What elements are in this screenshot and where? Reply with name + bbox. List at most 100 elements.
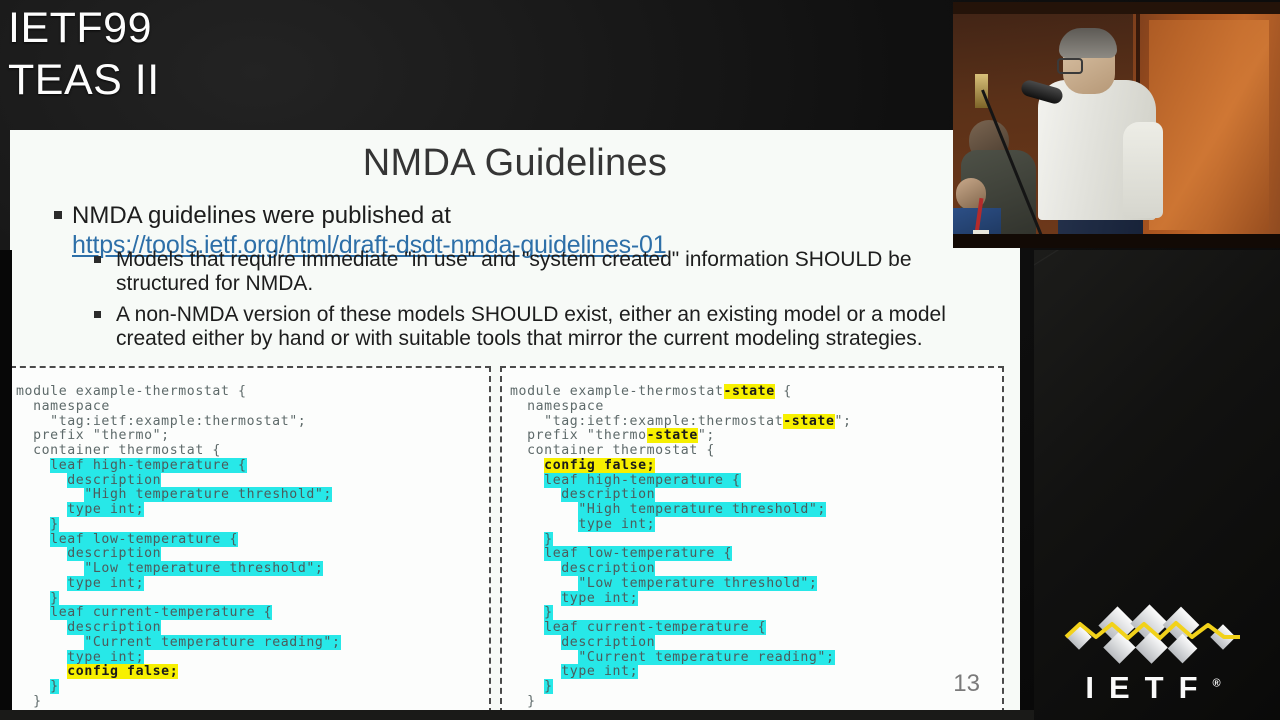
- code-segment-highlight-cyan: leaf high-temperature {: [50, 457, 247, 473]
- code-segment-highlight-cyan: type int;: [561, 664, 639, 680]
- code-block-nmda-model: module example-thermostat { namespace "t…: [10, 366, 491, 714]
- code-segment: [16, 517, 50, 532]
- code-segment: [510, 620, 544, 635]
- code-segment-highlight-yellow: config false;: [544, 457, 656, 473]
- code-segment-highlight-cyan: type int;: [67, 575, 145, 591]
- code-segment-highlight-cyan: description: [67, 472, 162, 488]
- code-segment: [16, 502, 67, 517]
- code-segment: [16, 473, 67, 488]
- code-segment: [16, 650, 67, 665]
- light-streak: [1034, 250, 1116, 542]
- code-segment-highlight-cyan: description: [67, 546, 162, 562]
- code-segment: [510, 473, 544, 488]
- speaker-video-feed[interactable]: [953, 2, 1280, 248]
- code-segment: [16, 546, 67, 561]
- code-segment-highlight-cyan: description: [561, 634, 656, 650]
- code-segment: module example-thermostat {: [16, 384, 247, 400]
- slide-sub-bullet-list: Models that require immediate "in use" a…: [94, 248, 994, 358]
- ietf-logo: IETF®: [1048, 592, 1258, 710]
- code-segment: [16, 458, 50, 473]
- code-segment-highlight-yellow: -state: [783, 413, 835, 429]
- code-segment-highlight-cyan: leaf low-temperature {: [544, 546, 733, 562]
- code-segment-highlight-cyan: description: [67, 620, 162, 636]
- nmda-guidelines-link[interactable]: https://tools.ietf.org/html/draft-dsdt-n…: [72, 231, 667, 259]
- code-segment: {: [774, 384, 792, 400]
- code-segment-highlight-cyan: type int;: [578, 516, 656, 532]
- code-segment: [510, 635, 561, 650]
- code-segment: [510, 502, 578, 517]
- registered-trademark-icon: ®: [1212, 677, 1221, 690]
- bullet-square-icon: [94, 311, 101, 318]
- code-block-non-nmda-state-model: module example-thermostat-state { namesp…: [500, 366, 1004, 714]
- code-text-left: module example-thermostat { namespace "t…: [16, 384, 341, 712]
- code-segment-highlight-yellow: config false;: [67, 664, 179, 680]
- code-segment-highlight-cyan: "High temperature threshold";: [84, 487, 332, 503]
- code-segment: [510, 679, 544, 694]
- code-segment: [16, 487, 84, 502]
- code-segment: [16, 591, 50, 606]
- title-line-session: TEAS II: [8, 56, 160, 104]
- code-segment: [510, 605, 544, 620]
- code-segment-highlight-cyan: }: [544, 531, 553, 547]
- light-streak: [1034, 250, 1186, 522]
- video-letterbox-bottom: [953, 234, 1280, 248]
- code-text-right: module example-thermostat-state { namesp…: [510, 384, 852, 712]
- code-segment: container thermostat {: [16, 443, 221, 459]
- code-segment: [510, 458, 544, 473]
- code-segment: [510, 664, 561, 679]
- code-segment-highlight-yellow: -state: [723, 384, 775, 400]
- code-segment: [16, 576, 67, 591]
- code-segment: prefix "thermo";: [16, 428, 170, 444]
- ietf-zigzag-icon: [1064, 621, 1240, 640]
- code-segment: container thermostat {: [510, 443, 715, 459]
- code-segment: "tag:ietf:example:thermostat";: [16, 413, 307, 429]
- code-segment: ";: [834, 413, 852, 429]
- title-line-meeting: IETF99: [8, 4, 152, 52]
- code-segment: }: [16, 693, 42, 709]
- code-segment-highlight-cyan: "Current temperature reading";: [578, 649, 835, 665]
- code-segment-highlight-cyan: type int;: [67, 649, 145, 665]
- code-segment: [510, 576, 578, 591]
- sub-bullet-item: A non-NMDA version of these models SHOUL…: [94, 303, 994, 351]
- light-streak: [1034, 250, 1046, 563]
- code-segment: [16, 664, 67, 679]
- code-segment: [510, 591, 561, 606]
- sub-bullet-item: Models that require immediate "in use" a…: [94, 248, 994, 296]
- slide-title: NMDA Guidelines: [362, 142, 668, 184]
- code-segment-highlight-cyan: description: [561, 561, 656, 577]
- code-segment: module example-thermostat: [510, 384, 724, 400]
- code-segment: namespace: [510, 398, 604, 414]
- code-segment-highlight-cyan: "Low temperature threshold";: [578, 575, 818, 591]
- code-segment: [16, 635, 84, 650]
- code-segment: }: [510, 693, 536, 709]
- bullet-square-icon: [94, 256, 101, 263]
- code-segment: [16, 561, 84, 576]
- sub-bullet-text: A non-NMDA version of these models SHOUL…: [116, 303, 946, 350]
- code-segment-highlight-cyan: type int;: [561, 590, 639, 606]
- code-segment-highlight-cyan: }: [50, 590, 59, 606]
- code-segment: "tag:ietf:example:thermostat: [510, 413, 784, 429]
- code-segment-highlight-cyan: type int;: [67, 502, 145, 518]
- code-segment: [510, 517, 578, 532]
- code-segment: [16, 620, 67, 635]
- slide-bullet-primary: NMDA guidelines were published at https:…: [54, 202, 984, 260]
- code-segment-highlight-cyan: "High temperature threshold";: [578, 502, 826, 518]
- code-segment: namespace: [16, 398, 110, 414]
- code-segment-highlight-cyan: leaf current-temperature {: [544, 620, 767, 636]
- code-segment: [510, 546, 544, 561]
- code-segment-highlight-cyan: }: [544, 679, 553, 695]
- code-segment-highlight-cyan: description: [561, 487, 656, 503]
- code-segment-highlight-cyan: leaf current-temperature {: [50, 605, 273, 621]
- video-letterbox-top: [953, 2, 1280, 14]
- ietf-wordmark: IETF®: [1048, 670, 1258, 706]
- sub-bullet-text: Models that require immediate "in use" a…: [116, 248, 912, 295]
- wood-panel: [1149, 20, 1269, 230]
- left-edge-fill: [0, 250, 12, 720]
- code-segment-highlight-cyan: leaf high-temperature {: [544, 472, 741, 488]
- code-segment: [16, 532, 50, 547]
- code-segment: [510, 561, 561, 576]
- ietf-letters: IETF: [1085, 670, 1213, 705]
- session-title-overlay: IETF99 TEAS II: [8, 2, 160, 106]
- code-segment: ";: [697, 428, 715, 444]
